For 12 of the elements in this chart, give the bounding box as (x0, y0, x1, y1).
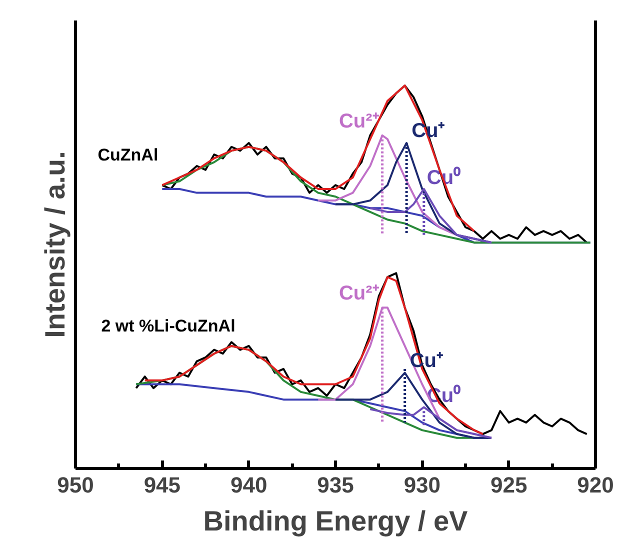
series-label: CuZnAl (98, 146, 158, 165)
x-tick-label: 935 (317, 472, 354, 498)
x-tick-label: 950 (57, 472, 94, 498)
y-axis-title: Intensity / a.u. (40, 151, 70, 338)
series-label: 2 wt %Li-CuZnAl (101, 316, 236, 336)
x-axis-title: Binding Energy / eV (203, 506, 468, 536)
x-tick-label: 920 (577, 472, 614, 498)
x-tick-label: 930 (404, 472, 441, 498)
x-tick-label: 945 (144, 472, 181, 498)
series-label: Cu²⁺ (338, 282, 380, 305)
x-tick-label: 940 (230, 472, 268, 498)
x-tick-label: 925 (490, 472, 528, 498)
